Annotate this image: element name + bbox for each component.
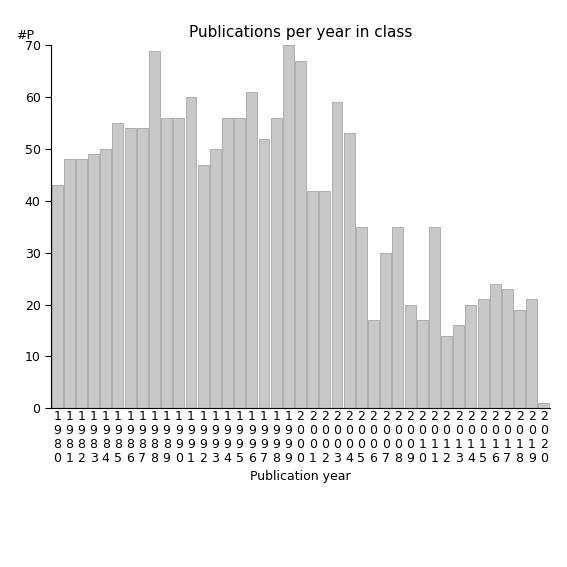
Bar — [502, 289, 513, 408]
Bar — [210, 149, 221, 408]
Bar — [466, 304, 476, 408]
Bar — [88, 154, 99, 408]
Text: #P: #P — [16, 29, 34, 42]
Bar — [137, 128, 148, 408]
Bar — [307, 191, 318, 408]
Bar — [319, 191, 331, 408]
Bar — [112, 123, 124, 408]
Title: Publications per year in class: Publications per year in class — [189, 25, 412, 40]
Bar — [234, 118, 245, 408]
Bar — [441, 336, 452, 408]
Bar — [539, 403, 549, 408]
Bar — [368, 320, 379, 408]
Bar — [259, 139, 269, 408]
Bar — [344, 133, 355, 408]
Bar — [405, 304, 416, 408]
Bar — [429, 227, 440, 408]
Bar — [125, 128, 136, 408]
Bar — [514, 310, 525, 408]
Bar — [332, 103, 342, 408]
Bar — [477, 299, 489, 408]
Bar — [417, 320, 428, 408]
Bar — [490, 284, 501, 408]
Bar — [453, 325, 464, 408]
Bar — [100, 149, 111, 408]
Bar — [270, 118, 282, 408]
X-axis label: Publication year: Publication year — [250, 470, 351, 483]
Bar — [149, 50, 160, 408]
Bar — [222, 118, 233, 408]
Bar — [356, 227, 367, 408]
Bar — [174, 118, 184, 408]
Bar — [185, 97, 196, 408]
Bar — [380, 253, 391, 408]
Bar — [64, 159, 75, 408]
Bar — [295, 61, 306, 408]
Bar — [246, 92, 257, 408]
Bar — [283, 45, 294, 408]
Bar — [392, 227, 403, 408]
Bar — [52, 185, 62, 408]
Bar — [526, 299, 537, 408]
Bar — [198, 164, 209, 408]
Bar — [161, 118, 172, 408]
Bar — [76, 159, 87, 408]
